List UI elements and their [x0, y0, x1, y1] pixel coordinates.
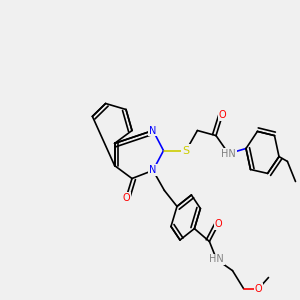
Text: O: O [255, 284, 262, 294]
Text: S: S [182, 146, 190, 156]
Text: O: O [214, 219, 222, 230]
Text: N: N [149, 165, 157, 176]
Text: O: O [122, 193, 130, 203]
Text: HN: HN [209, 254, 224, 265]
Text: HN: HN [221, 148, 236, 159]
Text: O: O [219, 110, 226, 120]
Text: N: N [149, 125, 157, 136]
